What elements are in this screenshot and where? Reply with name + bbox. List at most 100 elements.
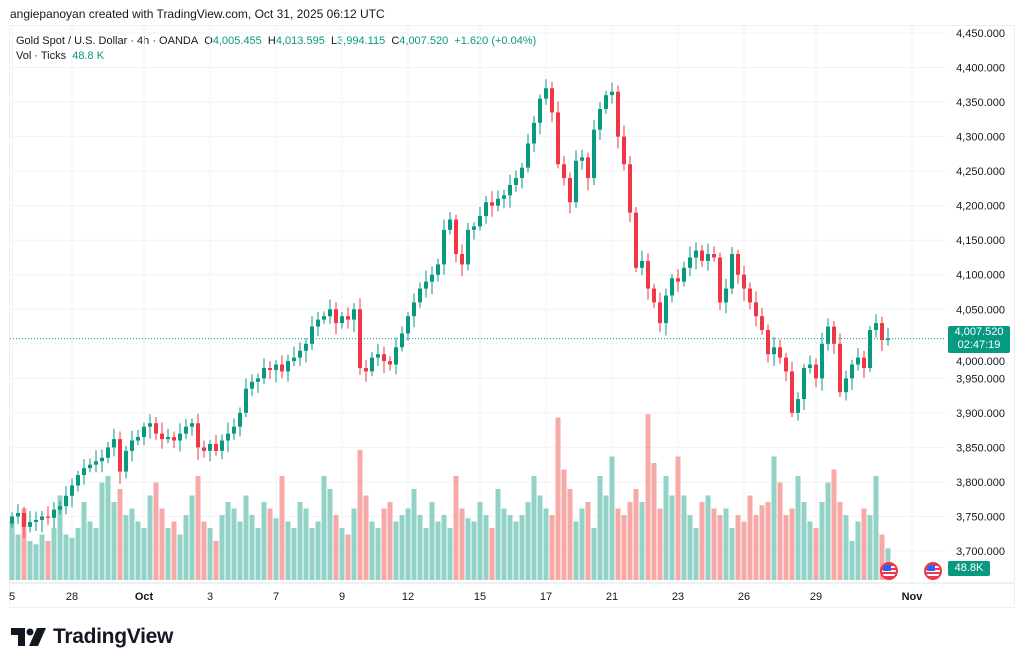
volume-bar [339,528,345,580]
candle-body [70,485,74,496]
candle-body [202,447,206,451]
volume-bar [351,508,357,580]
x-tick-label: 26 [738,591,750,603]
last-price-tag: 4,007.520 02:47:19 [948,326,1010,353]
x-tick-label: 23 [672,591,684,603]
low-value: 3,994.115 [337,35,386,47]
us-flag-event-icon[interactable] [924,562,942,580]
candle-body [880,323,884,341]
symbol-title[interactable]: Gold Spot / U.S. Dollar · 4h · OANDA [16,35,199,47]
candle-body [514,178,518,185]
volume-bar [753,515,759,580]
volume-bar [717,515,723,580]
volume-bar [63,534,69,580]
candle-body [814,364,818,379]
volume-bar [873,476,879,580]
candle-body [154,423,158,434]
candle-body [358,309,362,368]
tradingview-logo[interactable]: TradingView [11,625,173,649]
candle-body [610,91,614,96]
candle-body [796,399,800,413]
candle-body [538,98,542,123]
candle-body [118,439,122,472]
y-tick-label: 4,300.000 [956,132,1005,144]
volume-bar [573,521,579,580]
candle-body [40,516,44,520]
candle-body [28,522,32,527]
volume-bar [57,495,63,580]
candle-body [376,354,380,358]
volume-bar [321,476,327,580]
candle-body [418,288,422,303]
candle-body [574,160,578,203]
us-flag-event-icon[interactable] [880,562,898,580]
volume-bar [729,528,735,580]
candle-body [22,513,26,527]
candle-body [412,302,416,317]
volume-bar [429,502,435,580]
candle-body [124,450,128,472]
candle-body [244,388,248,413]
volume-bar [669,495,675,580]
volume-label[interactable]: Vol · Ticks [16,50,67,62]
volume-bar [387,502,393,580]
candle-body [214,443,218,451]
candle-body [784,357,788,372]
x-tick-label: 9 [339,591,345,603]
volume-bar [567,489,573,580]
candle-body [646,260,650,289]
candle-body [850,364,854,379]
candle-body [304,343,308,351]
volume-bar [33,544,39,580]
candle-body [178,433,182,441]
x-tick-label: Nov [902,591,924,603]
volume-bar [381,508,387,580]
volume-bar [867,515,873,580]
volume-bar [501,508,507,580]
candle-body [328,309,332,317]
volume-bar [207,528,213,580]
candle-body [820,343,824,379]
volume-bar [21,508,27,580]
y-tick-label: 3,800.000 [956,477,1005,489]
volume-bar [609,456,615,580]
candle-body [628,164,632,213]
candle-body [658,302,662,324]
volume-bar [507,515,513,580]
volume-bar [123,515,129,580]
candle-body [556,112,560,165]
candle-body [856,357,860,365]
volume-bar [117,489,123,580]
open-value: 4,005.455 [212,35,262,47]
volume-bar [441,515,447,580]
candle-body [730,254,734,289]
volume-bar [111,502,117,580]
candle-body [736,254,740,275]
candle-body [868,330,872,368]
volume-bar [705,495,711,580]
change-value: +1.620 (+0.04%) [454,35,537,47]
volume-bar [261,502,267,580]
x-tick-label: 5 [9,591,15,603]
candle-body [76,475,80,486]
volume-bar [243,495,249,580]
volume-bar [699,502,705,580]
y-tick-label: 4,450.000 [956,28,1005,40]
candle-body [862,357,866,368]
volume-bar [555,417,561,580]
volume-bar [435,521,441,580]
volume-bar [687,515,693,580]
candle-body [88,464,92,469]
candle-body [496,198,500,206]
candle-body [394,347,398,365]
open-label: O [204,35,213,47]
volume-bar [483,515,489,580]
volume-bar [615,508,621,580]
candle-body [562,164,566,179]
volume-bar [711,508,717,580]
volume-bar [315,521,321,580]
candle-body [886,338,890,341]
candle-body [754,302,758,317]
candle-body [550,88,554,113]
